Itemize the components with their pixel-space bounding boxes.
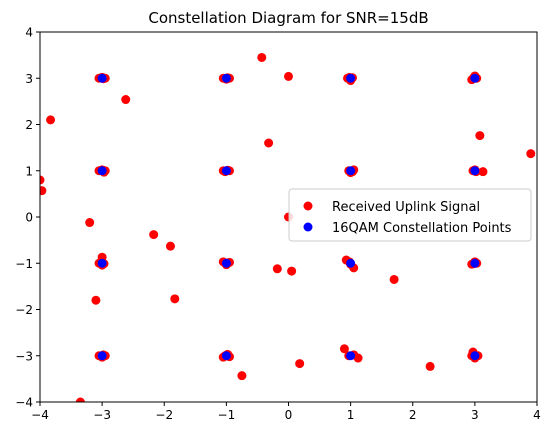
constellation-point-4: [97, 166, 107, 176]
received-point-85: [75, 397, 85, 402]
x-tick-label-1: −3: [93, 408, 111, 422]
received-point-44: [165, 241, 175, 251]
constellation-point-9: [221, 258, 231, 268]
received-point-82: [295, 359, 305, 369]
received-point-16: [257, 52, 267, 62]
received-point-83: [237, 371, 247, 381]
received-point-38: [478, 167, 488, 177]
constellation-point-5: [221, 166, 231, 176]
y-tick-label-0: −4: [15, 396, 33, 410]
x-tick-label-4: 0: [285, 408, 293, 422]
constellation-point-1: [221, 73, 231, 83]
legend-box: [288, 188, 532, 242]
x-tick-label-6: 2: [409, 408, 417, 422]
y-tick-label-4: 0: [25, 211, 33, 225]
y-tick-label-5: 1: [25, 164, 33, 178]
received-point-65: [170, 294, 180, 304]
received-point-63: [389, 274, 399, 284]
legend-label-constellation: 16QAM Constellation Points: [332, 221, 512, 236]
legend-label-received: Received Uplink Signal: [332, 200, 480, 215]
constellation-point-3: [470, 73, 480, 83]
constellation-point-11: [470, 258, 480, 268]
series-1: [97, 73, 480, 361]
received-point-62: [287, 266, 297, 276]
y-axis: −4 −3 −2 −1 0 1 2 3 4: [15, 26, 40, 410]
constellation-point-6: [346, 166, 356, 176]
received-point-17: [284, 71, 293, 81]
legend-marker-constellation: [303, 222, 313, 232]
received-point-77: [353, 353, 363, 363]
x-tick-label-2: −2: [155, 408, 173, 422]
constellation-point-13: [221, 351, 231, 361]
received-point-22: [526, 149, 536, 159]
received-point-61: [272, 264, 282, 274]
x-tick-label-5: 1: [347, 408, 355, 422]
y-tick-label-1: −3: [15, 349, 33, 363]
legend: Received Uplink Signal 16QAM Constellati…: [288, 188, 532, 242]
received-point-74: [339, 344, 349, 354]
constellation-point-2: [346, 73, 356, 83]
received-point-41: [85, 218, 95, 228]
x-tick-label-7: 3: [471, 408, 479, 422]
chart-title: Constellation Diagram for SNR=15dB: [148, 9, 428, 27]
y-tick-label-2: −2: [15, 303, 33, 317]
constellation-point-7: [470, 166, 480, 176]
x-tick-label-3: −1: [218, 408, 236, 422]
x-tick-label-0: −4: [31, 408, 49, 422]
y-tick-label-7: 3: [25, 72, 33, 86]
y-tick-label-6: 2: [25, 118, 33, 132]
constellation-point-14: [346, 351, 356, 361]
constellation-point-10: [346, 258, 356, 268]
received-point-40: [40, 186, 47, 196]
constellation-point-12: [97, 351, 107, 361]
constellation-point-8: [97, 258, 107, 268]
received-point-20: [264, 138, 274, 148]
received-point-21: [475, 131, 485, 141]
received-point-64: [91, 295, 101, 305]
received-point-39: [40, 175, 45, 185]
legend-marker-received: [303, 201, 313, 211]
received-point-18: [121, 95, 131, 105]
constellation-point-15: [470, 351, 480, 361]
y-tick-label-8: 4: [25, 26, 33, 40]
constellation-point-0: [97, 73, 107, 83]
y-tick-label-3: −1: [15, 257, 33, 271]
received-point-19: [46, 115, 56, 125]
x-axis: −4 −3 −2 −1 0 1 2 3 4: [31, 402, 541, 422]
x-tick-label-8: 4: [533, 408, 541, 422]
plot-marks: [40, 52, 536, 402]
received-point-84: [425, 361, 435, 371]
received-point-43: [149, 230, 159, 240]
